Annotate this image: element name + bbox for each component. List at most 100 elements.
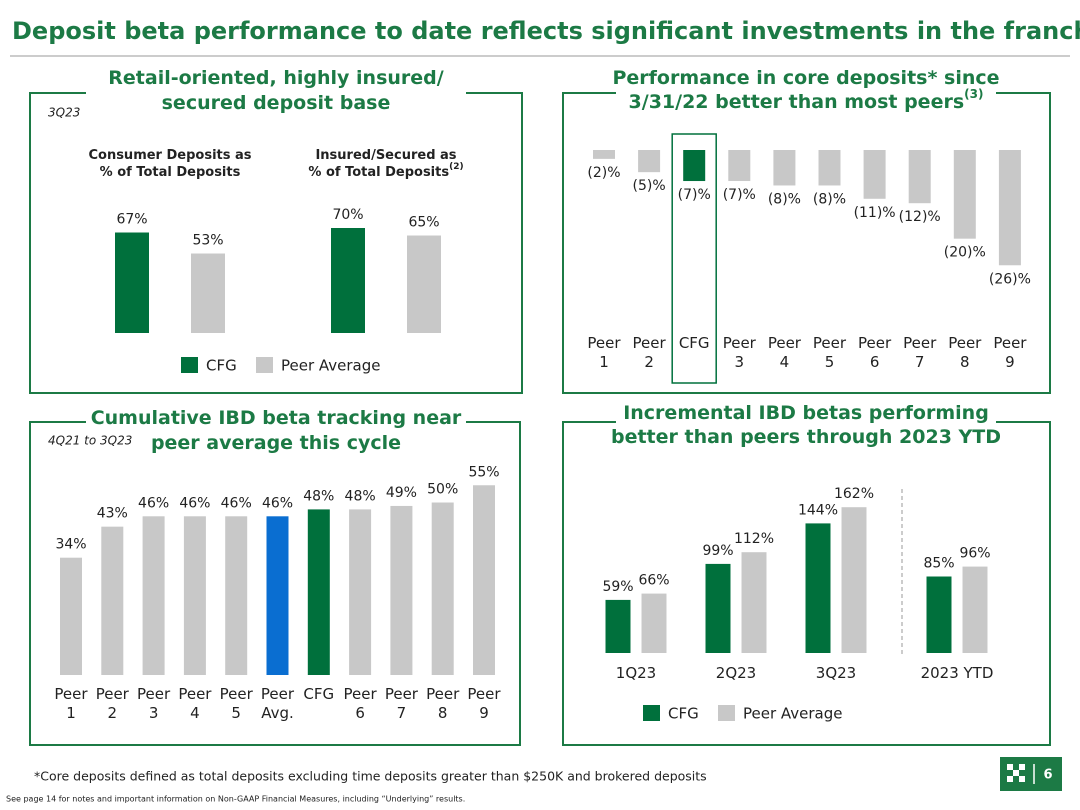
legend-label: CFG (206, 357, 237, 375)
value-label: (7)% (678, 187, 711, 203)
category-line: Peer (385, 685, 419, 703)
value-label: 50% (427, 482, 458, 498)
logo-block (1000, 757, 1062, 791)
category-line: 5 (825, 353, 835, 371)
category-line: 7 (397, 704, 407, 722)
panel-title: 3/31/22 better than most peers(3) (629, 87, 984, 113)
value-label: 46% (138, 495, 169, 511)
bar (926, 576, 952, 653)
category-label: 7 (397, 704, 407, 722)
panel-title-bg (86, 90, 466, 116)
category-label: 3Q23 (816, 664, 856, 682)
panel-title-line: Performance in core deposits* since (612, 67, 999, 89)
category-label: 5 (231, 704, 241, 722)
legend-swatch (256, 357, 273, 373)
bar (863, 150, 886, 199)
category-line: 3Q23 (816, 664, 856, 682)
category-line: Peer (54, 685, 88, 703)
bar (962, 566, 988, 653)
panel-title-line: Cumulative IBD beta tracking near (91, 407, 462, 429)
category-label: Peer (178, 685, 212, 703)
footnote: *Core deposits defined as total deposits… (34, 769, 707, 784)
category-label: 2Q23 (716, 664, 756, 682)
category-line: 1 (599, 353, 609, 371)
panel-title: Retail-oriented, highly insured/ (108, 67, 443, 89)
category-label: Consumer Deposits as (88, 148, 251, 163)
category-line: Avg. (261, 704, 294, 722)
panel-title: better than peers through 2023 YTD (611, 426, 1001, 448)
value-label: 67% (116, 212, 147, 228)
category-label: Peer (723, 334, 757, 352)
value-label: (2)% (587, 165, 620, 181)
category-label: 1Q23 (616, 664, 656, 682)
category-label: 4 (190, 704, 200, 722)
category-label: 1 (599, 353, 609, 371)
value-label: 99% (702, 543, 733, 559)
category-line: 3 (735, 353, 745, 371)
category-label: 5 (825, 353, 835, 371)
value-label: (7)% (723, 187, 756, 203)
category-line: Peer (467, 685, 501, 703)
value-label: 46% (221, 495, 252, 511)
value-label: (8)% (813, 191, 846, 207)
value-label: (5)% (633, 178, 666, 194)
source-note: See page 14 for notes and important info… (6, 795, 465, 804)
value-label: 65% (408, 215, 439, 231)
category-label: 9 (1005, 353, 1015, 371)
value-label: 49% (386, 485, 417, 501)
panel-title-line: Incremental IBD betas performing (623, 402, 989, 424)
bar (101, 526, 124, 675)
category-label: 9 (479, 704, 489, 722)
category-line: Peer (344, 685, 378, 703)
bar (307, 509, 330, 675)
value-label: (11)% (854, 205, 896, 221)
category-line: Peer (261, 685, 295, 703)
category-line: 9 (1005, 353, 1015, 371)
bar (953, 150, 976, 239)
category-label: 6 (870, 353, 880, 371)
category-line: 4 (190, 704, 200, 722)
panel-title-line: better than peers through 2023 YTD (611, 426, 1001, 448)
value-label: 144% (798, 502, 838, 518)
bar (331, 228, 365, 333)
value-label: (12)% (899, 209, 941, 225)
category-label: Peer (903, 334, 937, 352)
category-line: 2 (108, 704, 118, 722)
category-label: Peer (54, 685, 88, 703)
bar (266, 516, 289, 675)
legend-swatch (181, 357, 198, 373)
panel-title-bg (616, 419, 996, 450)
value-label: 34% (55, 537, 86, 553)
bar (142, 516, 165, 675)
bar (638, 150, 661, 173)
category-label: 2 (108, 704, 118, 722)
bar (908, 150, 931, 204)
category-line: CFG (679, 334, 710, 352)
category-line: 8 (438, 704, 448, 722)
category-line: Peer (220, 685, 254, 703)
category-line: Peer (948, 334, 982, 352)
category-label: 3 (149, 704, 159, 722)
category-label: 3 (735, 353, 745, 371)
bar (728, 150, 751, 182)
panel-title-line: secured deposit base (162, 92, 391, 114)
category-line: Peer (426, 685, 460, 703)
category-line: Peer (768, 334, 802, 352)
panel-title: peer average this cycle (151, 432, 401, 454)
category-line: Consumer Deposits as (88, 148, 251, 163)
logo (1007, 764, 1025, 782)
value-label: 55% (468, 464, 499, 480)
category-line: 5 (231, 704, 241, 722)
panel-title-bg (616, 90, 996, 115)
category-label: Peer (261, 685, 295, 703)
value-label: (26)% (989, 271, 1031, 287)
category-line: 1Q23 (616, 664, 656, 682)
title-text: Deposit beta performance to date reflect… (12, 17, 1080, 45)
category-line: Peer (178, 685, 212, 703)
category-line: Peer (858, 334, 892, 352)
category-line: Peer (813, 334, 847, 352)
category-label: 8 (960, 353, 970, 371)
category-line: 6 (870, 353, 880, 371)
category-label: Avg. (261, 704, 294, 722)
